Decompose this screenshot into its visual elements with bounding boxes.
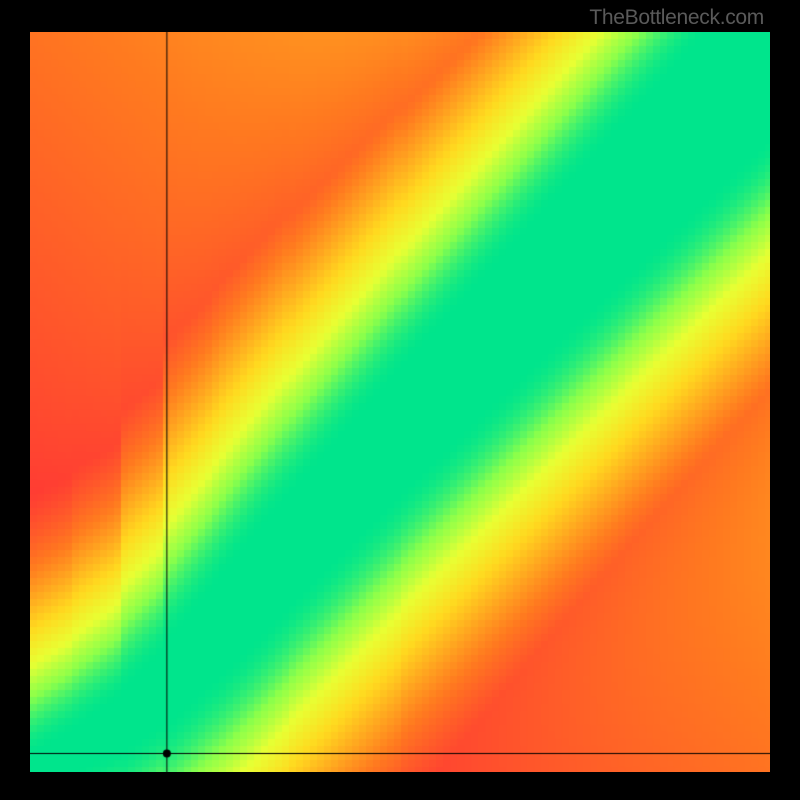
bottleneck-heatmap (30, 32, 770, 772)
watermark-text: TheBottleneck.com (589, 6, 764, 30)
